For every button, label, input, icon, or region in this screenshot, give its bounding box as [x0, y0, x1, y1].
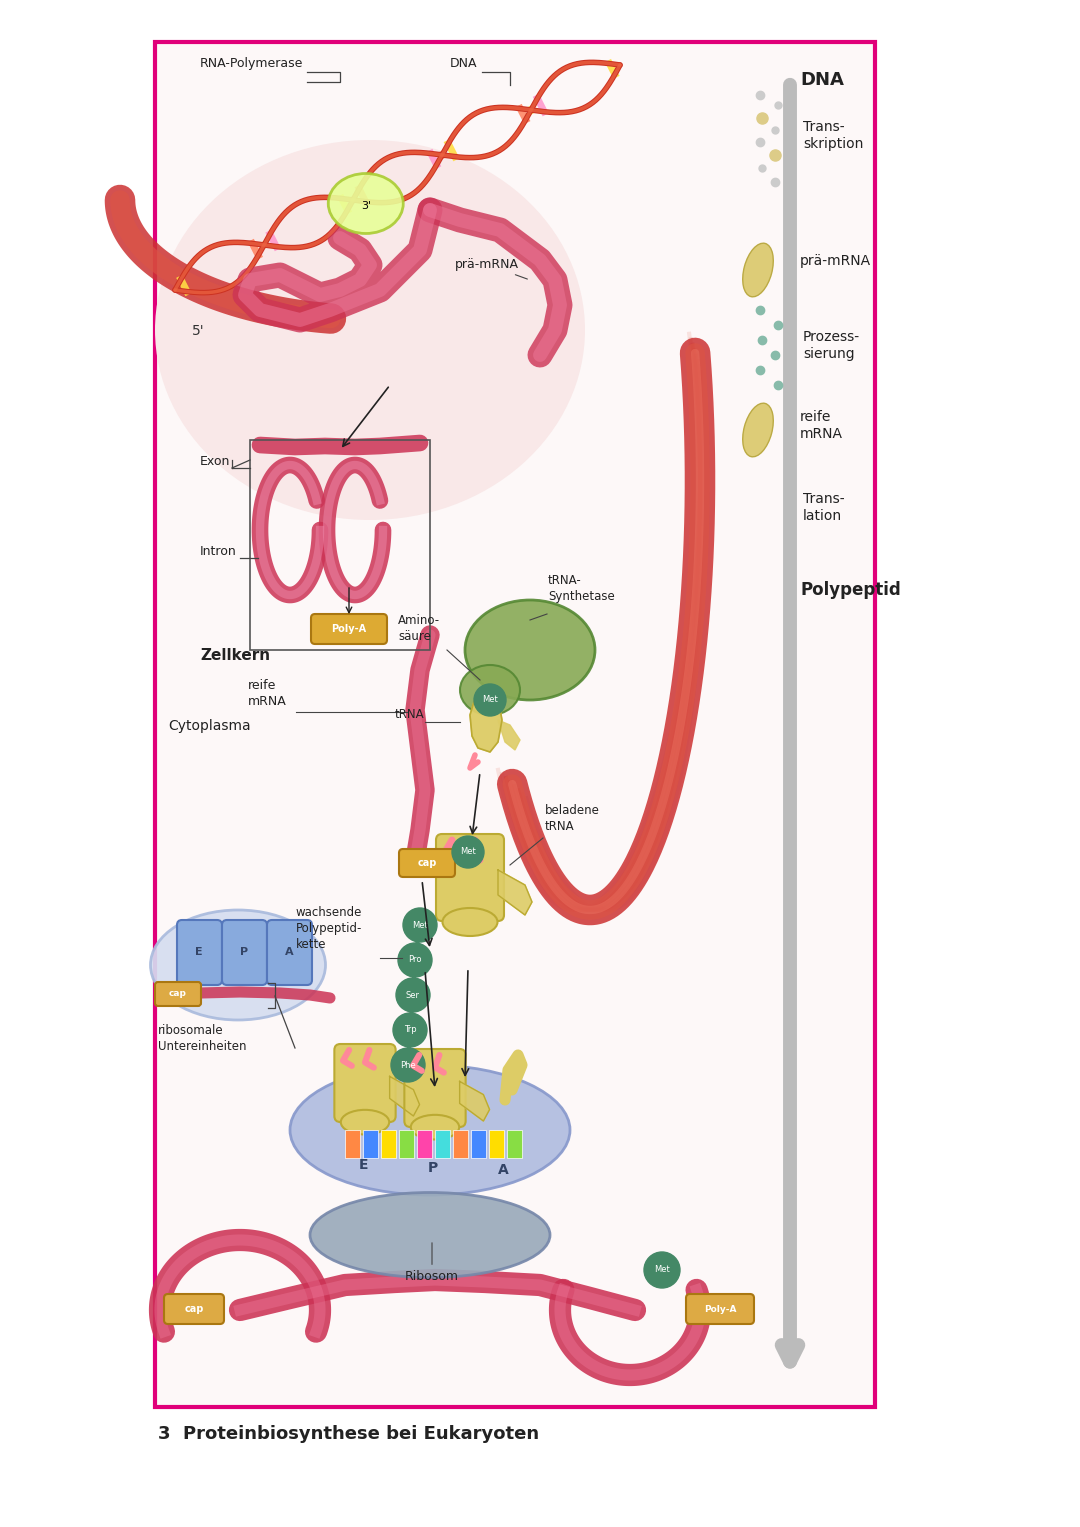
Text: Trans-
lation: Trans- lation	[804, 492, 845, 524]
Text: prä-mRNA: prä-mRNA	[800, 253, 872, 269]
Circle shape	[399, 944, 432, 977]
Ellipse shape	[310, 1193, 550, 1278]
Bar	[345, 1130, 360, 1157]
Text: Pro: Pro	[408, 956, 422, 965]
Text: cap: cap	[170, 989, 187, 999]
Text: Amino-
säure: Amino- säure	[399, 614, 441, 643]
Text: Met: Met	[460, 847, 476, 857]
FancyBboxPatch shape	[399, 849, 455, 876]
Text: Prozess-
sierung: Prozess- sierung	[804, 330, 860, 360]
Bar	[417, 1130, 432, 1157]
Bar	[489, 1130, 504, 1157]
Circle shape	[393, 1012, 427, 1048]
Polygon shape	[460, 1081, 489, 1121]
Text: reife
mRNA: reife mRNA	[800, 409, 843, 441]
Text: P: P	[240, 947, 248, 957]
Ellipse shape	[465, 600, 595, 699]
Text: Ribosom: Ribosom	[405, 1243, 459, 1283]
Text: Poly-A: Poly-A	[704, 1304, 737, 1313]
Text: cap: cap	[185, 1304, 204, 1315]
Text: beladene
tRNA: beladene tRNA	[545, 805, 599, 834]
FancyBboxPatch shape	[311, 614, 387, 644]
Text: Exon: Exon	[200, 455, 230, 467]
Ellipse shape	[150, 910, 325, 1020]
Text: tRNA-
Synthetase: tRNA- Synthetase	[548, 574, 615, 603]
Ellipse shape	[328, 174, 403, 234]
Text: Trp: Trp	[404, 1026, 416, 1034]
Text: Zellkern: Zellkern	[200, 647, 270, 663]
Bar	[363, 1130, 378, 1157]
Text: E: E	[195, 947, 203, 957]
FancyBboxPatch shape	[686, 1293, 754, 1324]
FancyBboxPatch shape	[335, 1044, 395, 1122]
Ellipse shape	[341, 1110, 389, 1135]
Text: reife
mRNA: reife mRNA	[248, 680, 287, 709]
Ellipse shape	[443, 909, 498, 936]
FancyBboxPatch shape	[222, 919, 267, 985]
Ellipse shape	[743, 243, 773, 296]
Circle shape	[474, 684, 507, 716]
Circle shape	[403, 909, 437, 942]
Bar	[507, 1130, 522, 1157]
Text: 3': 3'	[361, 202, 370, 212]
Polygon shape	[470, 695, 502, 751]
Text: RNA-Polymerase: RNA-Polymerase	[200, 56, 303, 70]
Ellipse shape	[410, 1115, 459, 1139]
Bar	[435, 1130, 450, 1157]
Text: DNA: DNA	[800, 70, 843, 89]
Ellipse shape	[460, 664, 519, 715]
Text: ribosomale
Untereinheiten: ribosomale Untereinheiten	[158, 1025, 246, 1054]
Text: prä-mRNA: prä-mRNA	[455, 258, 527, 279]
Bar	[471, 1130, 486, 1157]
Text: P: P	[428, 1161, 438, 1174]
Text: DNA: DNA	[450, 56, 477, 70]
Text: 5': 5'	[192, 324, 204, 337]
Text: Poly-A: Poly-A	[332, 625, 366, 634]
Bar	[156, 43, 875, 1406]
Text: Phe: Phe	[400, 1060, 416, 1069]
Text: 3  Proteinbiosynthese bei Eukaryoten: 3 Proteinbiosynthese bei Eukaryoten	[158, 1425, 539, 1443]
Text: Met: Met	[413, 921, 428, 930]
Circle shape	[391, 1048, 426, 1083]
FancyBboxPatch shape	[267, 919, 312, 985]
Text: cap: cap	[417, 858, 436, 867]
FancyBboxPatch shape	[436, 834, 504, 921]
Bar	[249, 440, 430, 651]
Text: Met: Met	[482, 695, 498, 704]
Text: Polypeptid: Polypeptid	[800, 580, 901, 599]
Text: E: E	[359, 1157, 368, 1173]
FancyBboxPatch shape	[164, 1293, 224, 1324]
FancyBboxPatch shape	[404, 1049, 465, 1127]
Polygon shape	[390, 1077, 419, 1116]
Ellipse shape	[291, 1064, 570, 1196]
Ellipse shape	[743, 403, 773, 457]
Text: A: A	[285, 947, 294, 957]
Text: Trans-
skription: Trans- skription	[804, 119, 863, 151]
Ellipse shape	[156, 140, 585, 521]
Bar	[453, 1130, 468, 1157]
Text: Intron: Intron	[200, 545, 237, 557]
Bar	[381, 1130, 396, 1157]
Text: wachsende
Polypeptid-
kette: wachsende Polypeptid- kette	[296, 906, 363, 951]
Circle shape	[453, 835, 484, 867]
Text: A: A	[498, 1164, 509, 1177]
FancyBboxPatch shape	[177, 919, 222, 985]
Polygon shape	[498, 721, 519, 750]
FancyBboxPatch shape	[156, 982, 201, 1006]
Text: Cytoplasma: Cytoplasma	[168, 719, 251, 733]
Circle shape	[396, 977, 430, 1012]
Bar	[399, 1130, 414, 1157]
Text: tRNA: tRNA	[395, 709, 424, 721]
Polygon shape	[498, 870, 532, 915]
Text: Ser: Ser	[406, 991, 420, 1000]
Circle shape	[644, 1252, 680, 1287]
Text: Met: Met	[654, 1266, 670, 1275]
